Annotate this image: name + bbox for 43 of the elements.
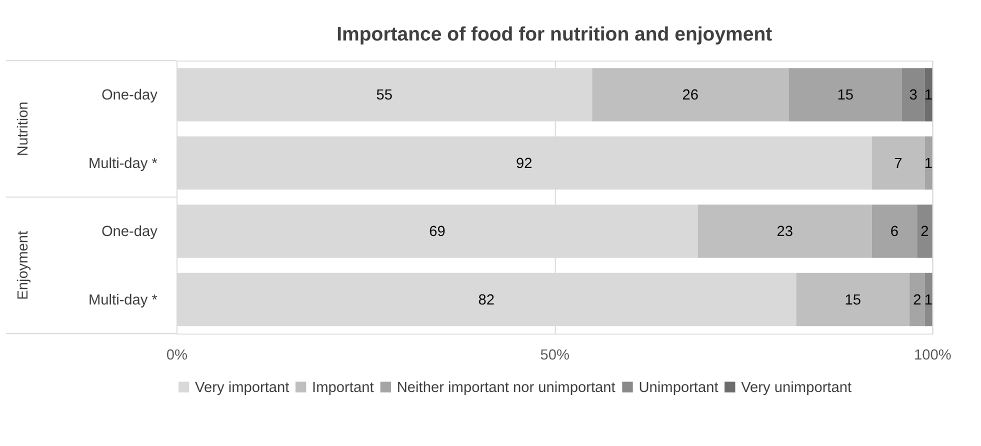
bar [592, 68, 789, 122]
data-label: 2 [913, 292, 922, 308]
data-label: 1 [924, 88, 933, 104]
text: Nutrition [15, 102, 32, 156]
data-label: 3 [909, 88, 918, 104]
data-label: 2 [920, 224, 929, 240]
x-tick-label: 0% [166, 348, 188, 364]
data-label: 1 [924, 156, 933, 172]
bar [788, 68, 902, 122]
data-label: 92 [516, 156, 532, 172]
bar [910, 272, 925, 326]
data-label: 69 [429, 224, 446, 240]
bar [917, 204, 932, 258]
bar [924, 68, 932, 122]
data-label: 23 [776, 224, 794, 240]
bar [872, 136, 925, 190]
legend-label: Important [312, 380, 374, 396]
data-label: 7 [894, 156, 902, 172]
legend-label: Neither important nor unimportant [396, 380, 616, 396]
y-tick-label: One-day [101, 224, 158, 240]
data-label: 82 [478, 292, 494, 308]
y-tick-label: One-day [101, 88, 158, 104]
y-tick-label: Multi-day * [88, 292, 158, 308]
data-label: 15 [844, 292, 862, 308]
data-label: 55 [376, 88, 392, 104]
legend-label: Unimportant [638, 380, 718, 396]
chart-title: Importance of food for nutrition and enjoyment [336, 24, 773, 46]
data-label: 26 [682, 88, 699, 104]
data-label: 1 [924, 292, 933, 308]
bar [698, 204, 872, 258]
text: Enjoyment [15, 230, 32, 300]
x-tick-label: 100% [914, 348, 952, 364]
data-label: 15 [837, 88, 854, 104]
bar [924, 272, 932, 326]
legend-label: Very important [195, 380, 290, 396]
bar [902, 68, 925, 122]
y-tick-label: Multi-day * [88, 156, 158, 172]
legend-label: Very unimportant [741, 380, 852, 396]
bar [924, 136, 932, 190]
data-label: 6 [890, 224, 899, 240]
bar [796, 272, 910, 326]
x-tick-label: 50% [540, 348, 570, 364]
bar [872, 204, 918, 258]
